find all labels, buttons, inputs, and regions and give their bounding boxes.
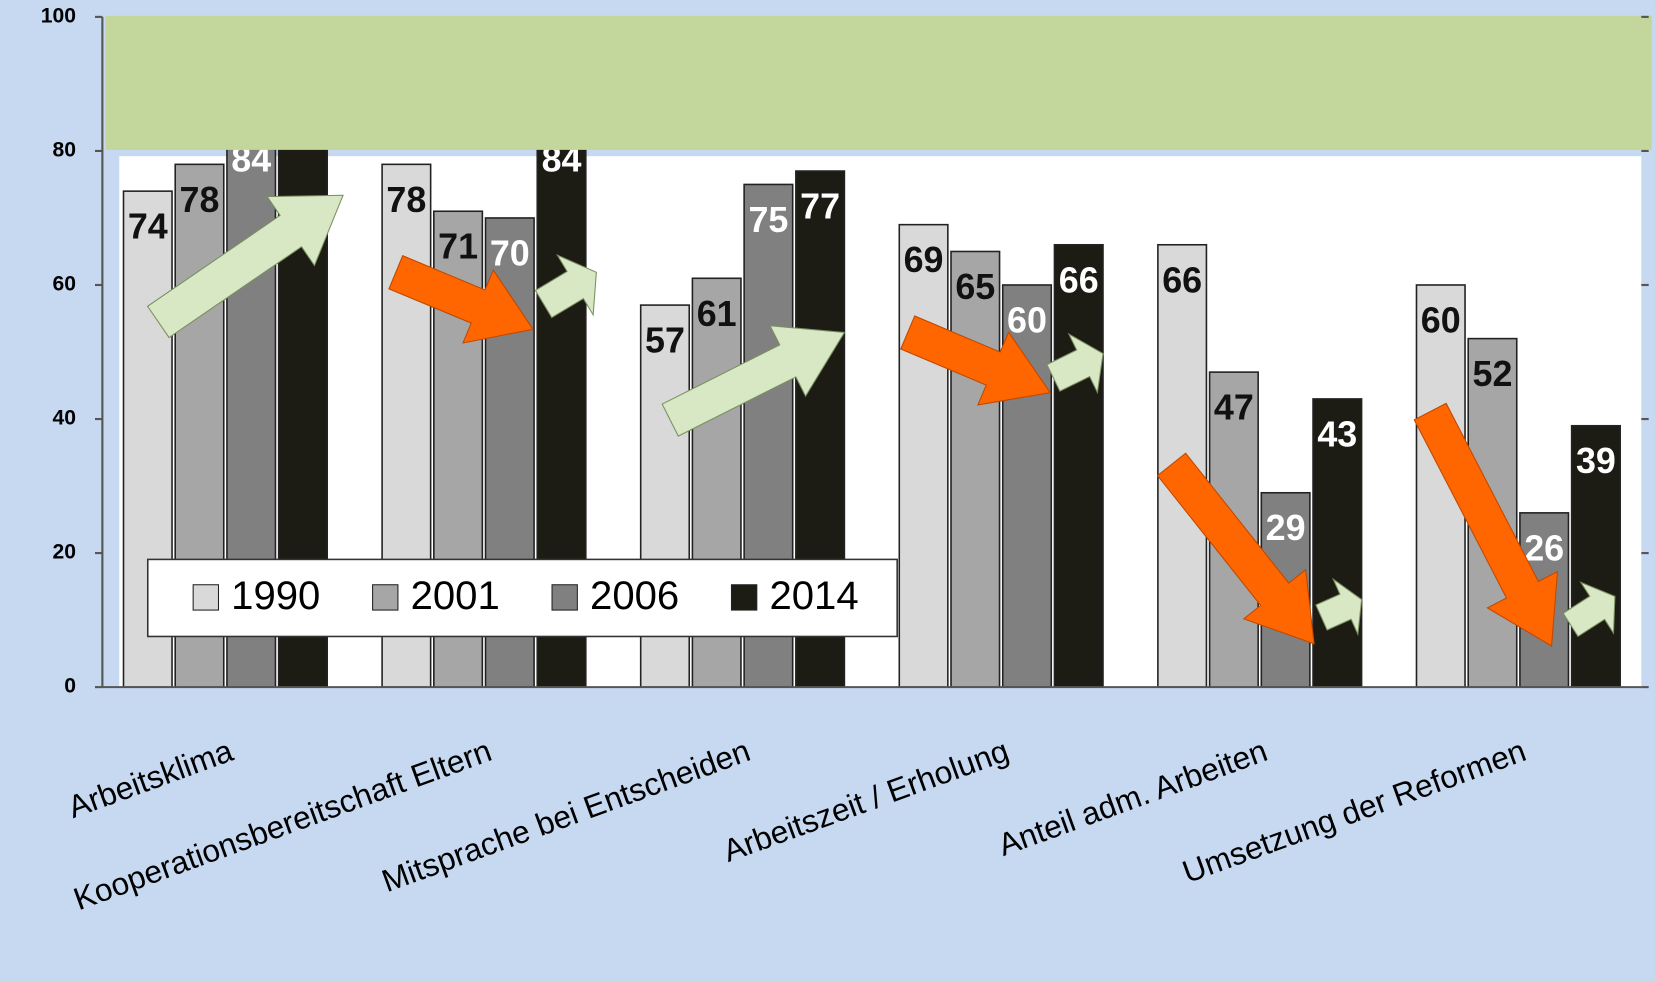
trend-arrow bbox=[661, 325, 846, 437]
legend-swatch bbox=[730, 584, 758, 611]
trend-arrow bbox=[1046, 332, 1104, 395]
value-label: 74 bbox=[128, 207, 168, 247]
value-label: 39 bbox=[1576, 441, 1616, 481]
trend-arrow bbox=[1315, 577, 1363, 637]
y-tick-label: 20 bbox=[53, 541, 76, 564]
chart-body: 7478848878717084576175776965606666472943… bbox=[41, 4, 1652, 917]
value-label: 71 bbox=[438, 227, 478, 267]
value-label: 66 bbox=[1059, 260, 1099, 300]
trend-arrow bbox=[900, 315, 1052, 406]
value-label: 52 bbox=[1473, 354, 1513, 394]
highlight-band bbox=[105, 15, 1652, 150]
trend-arrow bbox=[1413, 402, 1559, 647]
value-label: 78 bbox=[180, 180, 220, 220]
value-label: 29 bbox=[1266, 508, 1306, 548]
value-label: 26 bbox=[1524, 528, 1564, 568]
bar bbox=[1312, 398, 1363, 688]
x-tick-label: Arbeitszeit / Erholung bbox=[718, 732, 1013, 869]
value-label: 65 bbox=[955, 267, 995, 307]
legend-swatch bbox=[551, 584, 578, 611]
value-label: 57 bbox=[645, 321, 685, 361]
legend-label: 2014 bbox=[769, 574, 858, 618]
value-label: 78 bbox=[386, 180, 426, 220]
trend-arrow bbox=[1562, 581, 1616, 638]
value-label: 66 bbox=[1162, 260, 1202, 300]
trend-arrow bbox=[388, 255, 534, 344]
value-label: 75 bbox=[748, 200, 788, 240]
value-label: 61 bbox=[697, 294, 737, 334]
bar bbox=[1053, 243, 1104, 688]
y-tick-label: 40 bbox=[53, 407, 76, 430]
bar bbox=[898, 223, 949, 688]
bar bbox=[950, 250, 1001, 688]
legend-label: 1990 bbox=[231, 574, 320, 618]
trend-arrow bbox=[1156, 452, 1315, 645]
y-tick-label: 100 bbox=[41, 4, 76, 27]
trend-arrow bbox=[534, 253, 597, 319]
x-tick-label: Kooperationsbereitschaft Eltern bbox=[69, 732, 496, 917]
y-tick-label: 80 bbox=[53, 139, 76, 162]
legend-swatch bbox=[192, 584, 220, 611]
legend-entries: 1990 2001 2006 2014 bbox=[192, 574, 859, 618]
y-tick-label: 60 bbox=[53, 273, 76, 296]
legend-label: 2001 bbox=[411, 574, 500, 618]
value-label: 70 bbox=[490, 233, 530, 273]
value-label: 60 bbox=[1007, 300, 1047, 340]
value-label: 69 bbox=[904, 240, 944, 280]
value-label: 43 bbox=[1317, 414, 1357, 454]
value-label: 77 bbox=[800, 187, 840, 227]
y-tick-label: 0 bbox=[64, 675, 76, 698]
legend bbox=[146, 558, 898, 638]
trend-arrow bbox=[146, 194, 344, 339]
legend-swatch bbox=[372, 584, 399, 611]
legend-label: 2006 bbox=[590, 574, 679, 618]
x-tick-label: Arbeitsklima bbox=[63, 732, 238, 825]
value-label: 60 bbox=[1421, 300, 1461, 340]
value-label: 47 bbox=[1214, 388, 1254, 428]
arrows bbox=[146, 194, 1616, 647]
bar bbox=[1570, 424, 1621, 688]
